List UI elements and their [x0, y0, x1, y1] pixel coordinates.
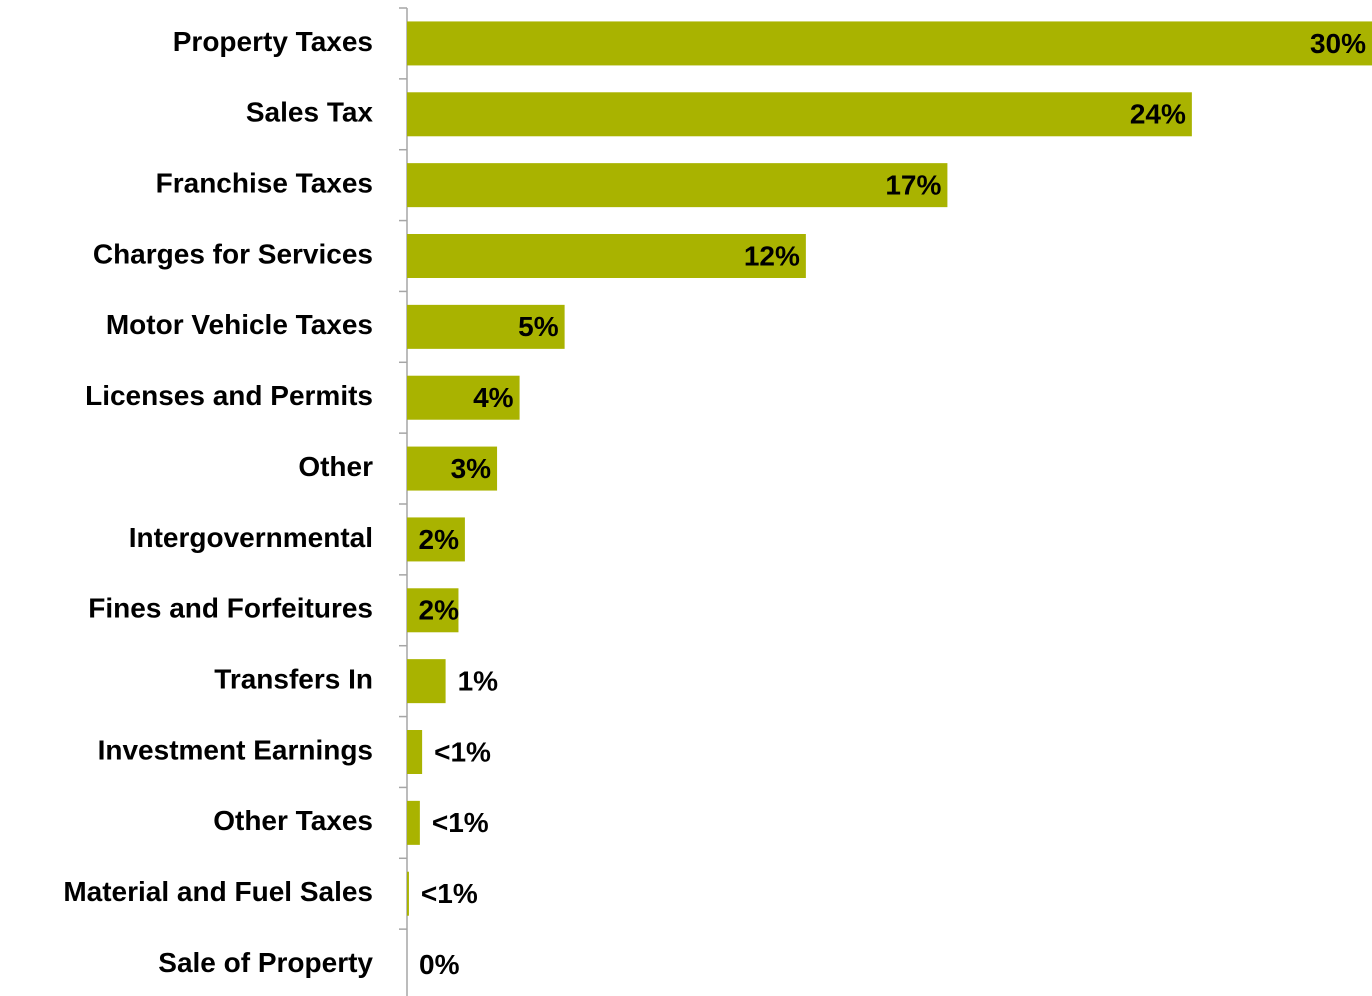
y-tick-label: Property Taxes	[173, 26, 373, 57]
value-label: 30%	[1310, 28, 1366, 59]
bar	[407, 730, 423, 774]
y-tick-label: Sale of Property	[158, 947, 373, 978]
bar	[407, 446, 498, 491]
bar	[407, 517, 465, 562]
value-label: 12%	[744, 240, 800, 271]
value-label: 4%	[473, 382, 514, 413]
value-label: 1%	[458, 666, 499, 697]
y-tick-label: Fines and Forfeitures	[88, 593, 373, 624]
bar	[407, 21, 1372, 66]
value-label: <1%	[434, 736, 491, 767]
bar	[407, 659, 446, 704]
value-label: 0%	[419, 949, 460, 980]
bar	[407, 375, 520, 420]
value-label: 3%	[451, 453, 492, 484]
bar	[407, 871, 409, 916]
value-label: 17%	[885, 170, 941, 201]
bar	[407, 92, 1192, 137]
bar	[407, 163, 948, 208]
value-label: <1%	[432, 807, 489, 838]
y-tick-label: Franchise Taxes	[156, 168, 373, 199]
bar	[407, 588, 459, 633]
y-tick-label: Motor Vehicle Taxes	[106, 309, 373, 340]
value-label: 2%	[419, 595, 460, 626]
y-tick-label: Other	[298, 451, 373, 482]
value-label: <1%	[421, 878, 478, 909]
y-tick-label: Licenses and Permits	[85, 380, 373, 411]
bar	[407, 304, 565, 349]
y-tick-label: Transfers In	[214, 664, 373, 695]
y-tick-label: Other Taxes	[213, 805, 373, 836]
value-label: 2%	[419, 524, 460, 555]
value-label: 5%	[518, 311, 559, 342]
y-tick-label: Charges for Services	[93, 238, 373, 269]
value-label: 24%	[1130, 99, 1186, 130]
bar	[407, 800, 420, 845]
y-tick-label: Investment Earnings	[98, 734, 373, 765]
y-tick-label: Material and Fuel Sales	[63, 876, 373, 907]
y-tick-label: Intergovernmental	[129, 522, 373, 553]
bar	[407, 234, 806, 278]
y-tick-label: Sales Tax	[246, 97, 374, 128]
